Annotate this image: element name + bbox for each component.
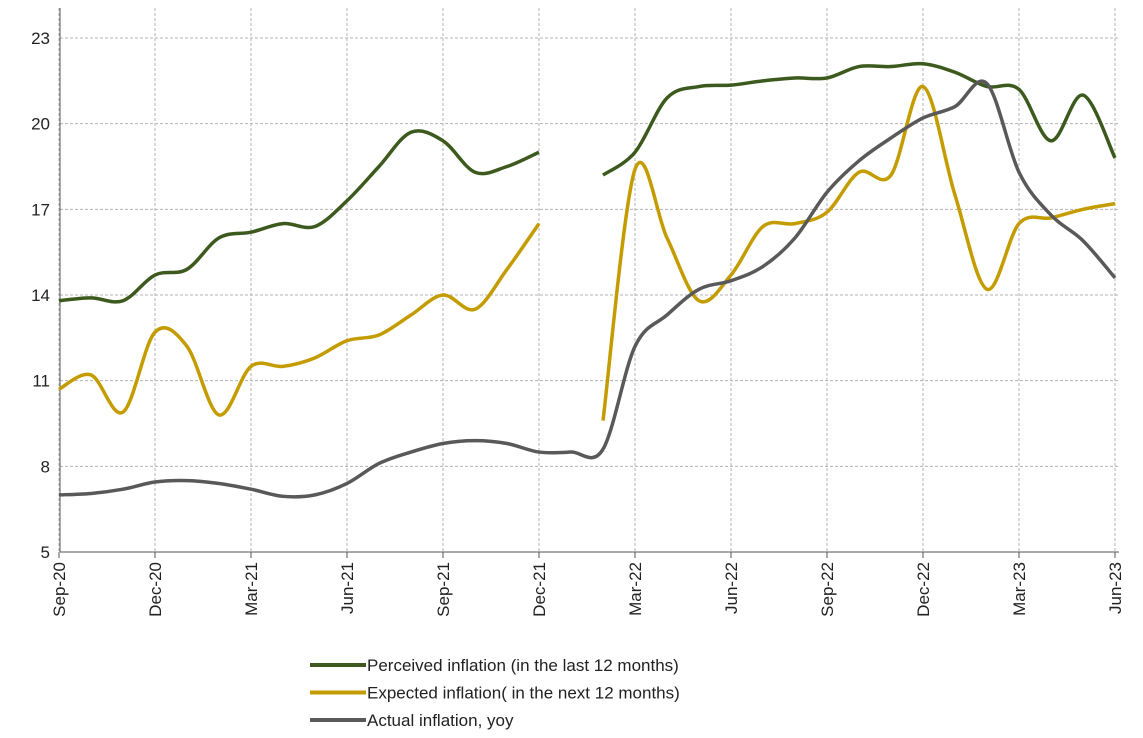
y-tick-label: 17 bbox=[31, 200, 50, 219]
x-tick-label: Jun-23 bbox=[1106, 562, 1125, 614]
series-line bbox=[58, 79, 1117, 499]
series-line bbox=[58, 222, 541, 417]
series-line bbox=[601, 61, 1117, 177]
y-tick-label: 23 bbox=[31, 29, 50, 48]
legend-label: Actual inflation, yoy bbox=[367, 711, 514, 730]
x-tick-label: Mar-21 bbox=[242, 562, 261, 616]
x-tick-label: Sep-21 bbox=[434, 562, 453, 617]
y-tick-label: 5 bbox=[41, 543, 50, 562]
y-tick-label: 8 bbox=[41, 457, 50, 476]
x-tick-label: Dec-21 bbox=[530, 562, 549, 617]
x-tick-label: Jun-22 bbox=[722, 562, 741, 614]
x-tick-label: Sep-20 bbox=[50, 562, 69, 617]
y-tick-label: 14 bbox=[31, 286, 50, 305]
legend-label: Perceived inflation (in the last 12 mont… bbox=[367, 656, 679, 675]
series-line bbox=[601, 84, 1116, 421]
x-tick-label: Mar-22 bbox=[626, 562, 645, 616]
series-line bbox=[58, 129, 540, 304]
y-tick-label: 20 bbox=[31, 115, 50, 134]
legend-label: Expected inflation( in the next 12 month… bbox=[367, 684, 680, 703]
x-tick-label: Dec-20 bbox=[146, 562, 165, 617]
y-tick-label: 11 bbox=[32, 372, 50, 391]
x-tick-label: Mar-23 bbox=[1010, 562, 1029, 616]
x-tick-label: Sep-22 bbox=[818, 562, 837, 617]
x-tick-label: Dec-22 bbox=[914, 562, 933, 617]
x-tick-label: Jun-21 bbox=[338, 562, 357, 614]
